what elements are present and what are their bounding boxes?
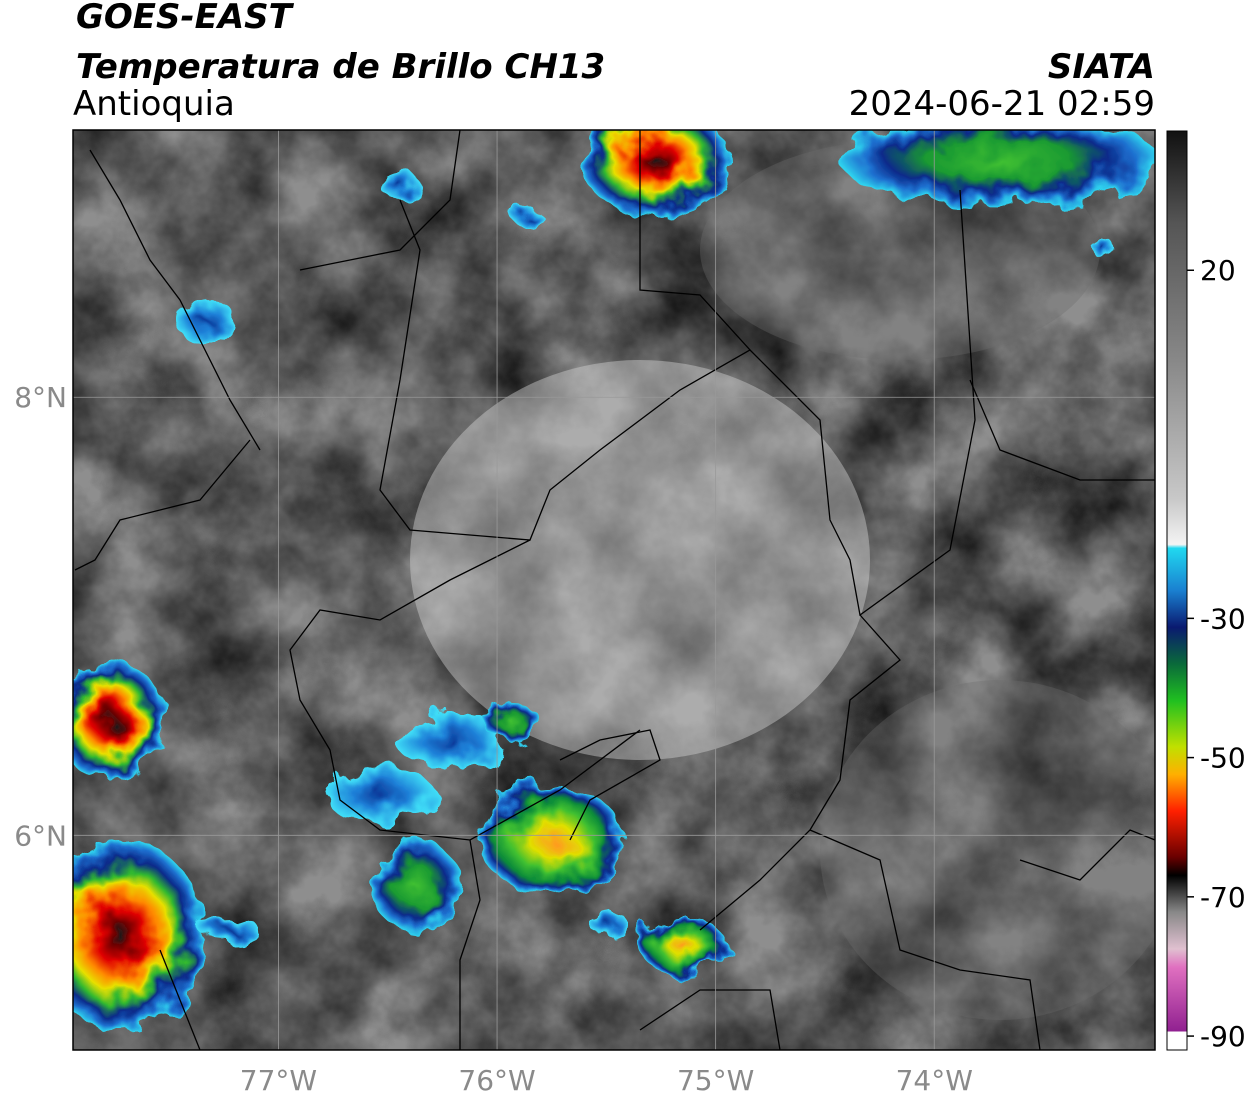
colorbar-tick-label: -90 — [1200, 1020, 1246, 1053]
convective-cells — [73, 130, 1155, 1030]
gridlines — [73, 130, 1155, 1050]
x-tick-label: 76°W — [458, 1064, 535, 1097]
cloud-texture — [73, 130, 1155, 1050]
boundaries — [74, 130, 1155, 1050]
x-tick-label: 75°W — [677, 1064, 754, 1097]
cloud-region — [410, 360, 870, 760]
colorbar-tick-label: -50 — [1200, 742, 1246, 775]
colorbar-tick-label: -70 — [1200, 881, 1246, 914]
region: Antioquia — [73, 84, 235, 124]
y-tick-label: 8°N — [14, 381, 67, 414]
colorbar-tick-label: 20 — [1200, 254, 1236, 287]
x-tick-label: 77°W — [240, 1064, 317, 1097]
subtitle: Temperatura de Brillo CH13 — [76, 47, 605, 87]
cloud-region — [820, 680, 1155, 1020]
datetime: 2024-06-21 02:59 — [849, 84, 1155, 124]
map-image — [73, 130, 1155, 1050]
map-frame — [72, 129, 1156, 1051]
colorbar — [1166, 130, 1188, 1051]
source: SIATA — [1048, 47, 1155, 87]
x-tick-label: 74°W — [896, 1064, 973, 1097]
y-tick-label: 6°N — [14, 819, 67, 852]
colorbar-tick-label: -30 — [1200, 602, 1246, 635]
title: GOES-EAST — [76, 0, 295, 37]
